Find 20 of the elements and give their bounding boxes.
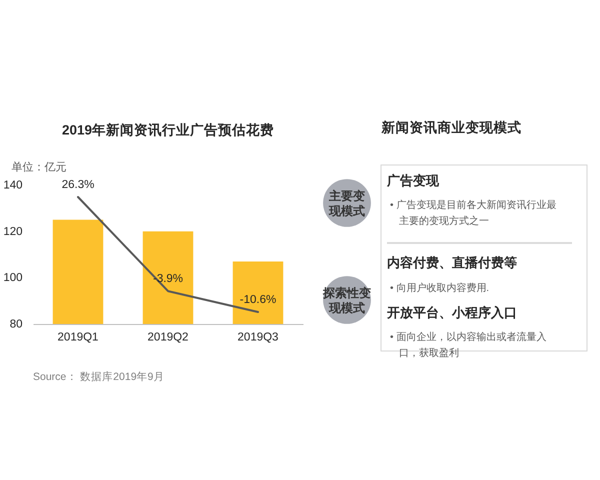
y-tick-label: 100 (3, 272, 22, 284)
data-label: -10.6% (240, 294, 276, 306)
text: 广告变现 (386, 173, 440, 188)
x-tick-label: 2019Q1 (58, 332, 98, 344)
text: 内容付费、直播付费等 (387, 255, 517, 270)
chart-title: 2019年新闻资讯行业广告预估花费 (62, 122, 274, 138)
y-tick-label: 120 (3, 226, 22, 238)
text: • 广告变现是目前各大新闻资讯行业最主要的变现方式之一 (390, 199, 556, 227)
text: • 向用户收取内容费用. (390, 282, 490, 294)
text: • 面向企业，以内容输出或者流量入口，获取盈利 (390, 331, 546, 359)
data-label: 26.3% (62, 179, 94, 191)
x-tick-label: 2019Q2 (148, 332, 188, 344)
text: 新闻资讯商业变现模式 (380, 119, 522, 135)
y-tick-label: 140 (3, 180, 22, 192)
y-axis-title: 单位：亿元 (12, 160, 66, 174)
text: 开放平台、小程序入口 (386, 305, 517, 320)
x-tick-label: 2019Q3 (238, 332, 278, 344)
text: 主要变现模式 (328, 189, 365, 218)
source-note: Source： 数据库2019年9月 (33, 370, 164, 383)
y-tick-label: 80 (10, 318, 22, 330)
